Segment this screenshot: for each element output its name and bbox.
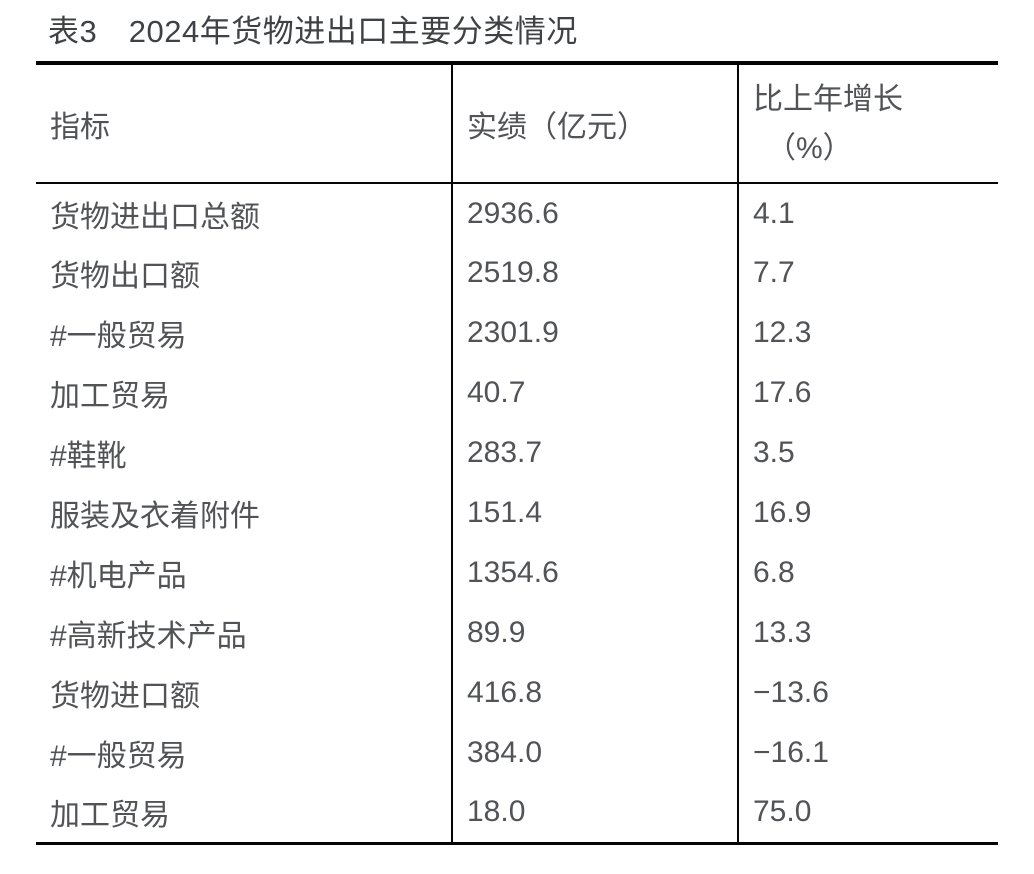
indicator-cell: 服装及衣着附件 bbox=[50, 500, 260, 533]
table-row: #高新技术产品 89.9 13.3 bbox=[36, 603, 998, 663]
table-row: #鞋靴 283.7 3.5 bbox=[36, 423, 998, 483]
growth-cell: 17.6 bbox=[737, 363, 998, 423]
indicator-cell: #一般贸易 bbox=[50, 320, 187, 353]
column-header-growth-line2: （%） bbox=[766, 131, 853, 165]
table-row: 货物出口额 2519.8 7.7 bbox=[36, 243, 998, 303]
indicator-cell: 货物进出口总额 bbox=[50, 200, 260, 234]
table-row: #一般贸易 2301.9 12.3 bbox=[36, 303, 998, 363]
growth-cell: 12.3 bbox=[737, 303, 998, 363]
table-row: #机电产品 1354.6 6.8 bbox=[36, 543, 998, 603]
value-cell: 283.7 bbox=[451, 423, 738, 483]
indicator-cell: #一般贸易 bbox=[50, 740, 187, 773]
value-cell: 40.7 bbox=[451, 363, 738, 423]
indicator-cell: 加工贸易 bbox=[50, 799, 170, 833]
indicator-cell: 加工贸易 bbox=[50, 380, 170, 413]
indicator-cell: #机电产品 bbox=[50, 560, 187, 593]
growth-cell: −13.6 bbox=[737, 663, 998, 723]
column-header-value: 实绩（亿元） bbox=[451, 63, 738, 183]
value-cell: 151.4 bbox=[451, 483, 738, 543]
growth-cell: 16.9 bbox=[737, 483, 998, 543]
indicator-cell: #鞋靴 bbox=[50, 440, 127, 473]
stats-table: 指标 实绩（亿元） 比上年增长 （%） 货物进出口总额 2936.6 4.1 货… bbox=[36, 61, 998, 845]
table-title: 表3 2024年货物进出口主要分类情况 bbox=[48, 14, 578, 49]
value-cell: 2301.9 bbox=[451, 303, 738, 363]
value-cell: 416.8 bbox=[451, 663, 738, 723]
growth-cell: 7.7 bbox=[737, 243, 998, 303]
column-header-indicator: 指标 bbox=[50, 110, 110, 144]
indicator-cell: 货物进口额 bbox=[50, 680, 200, 713]
value-cell: 89.9 bbox=[451, 603, 738, 663]
header-row: 指标 实绩（亿元） 比上年增长 （%） bbox=[36, 63, 998, 183]
table-row: #一般贸易 384.0 −16.1 bbox=[36, 723, 998, 783]
indicator-cell: #高新技术产品 bbox=[50, 620, 247, 653]
growth-cell: 13.3 bbox=[737, 603, 998, 663]
value-cell: 2936.6 bbox=[451, 183, 738, 243]
table-row: 服装及衣着附件 151.4 16.9 bbox=[36, 483, 998, 543]
table-row: 加工贸易 40.7 17.6 bbox=[36, 363, 998, 423]
growth-cell: 4.1 bbox=[737, 183, 998, 243]
growth-cell: 75.0 bbox=[737, 783, 998, 843]
value-cell: 2519.8 bbox=[451, 243, 738, 303]
growth-cell: 3.5 bbox=[737, 423, 998, 483]
column-header-growth: 比上年增长 （%） bbox=[737, 63, 998, 183]
column-header-growth-line1: 比上年增长 bbox=[753, 82, 903, 116]
table-row: 加工贸易 18.0 75.0 bbox=[36, 783, 998, 843]
value-cell: 384.0 bbox=[451, 723, 738, 783]
indicator-cell: 货物出口额 bbox=[50, 260, 200, 293]
table-row: 货物进出口总额 2936.6 4.1 bbox=[36, 183, 998, 243]
growth-cell: −16.1 bbox=[737, 723, 998, 783]
value-cell: 18.0 bbox=[451, 783, 738, 843]
value-cell: 1354.6 bbox=[451, 543, 738, 603]
growth-cell: 6.8 bbox=[737, 543, 998, 603]
table-row: 货物进口额 416.8 −13.6 bbox=[36, 663, 998, 723]
